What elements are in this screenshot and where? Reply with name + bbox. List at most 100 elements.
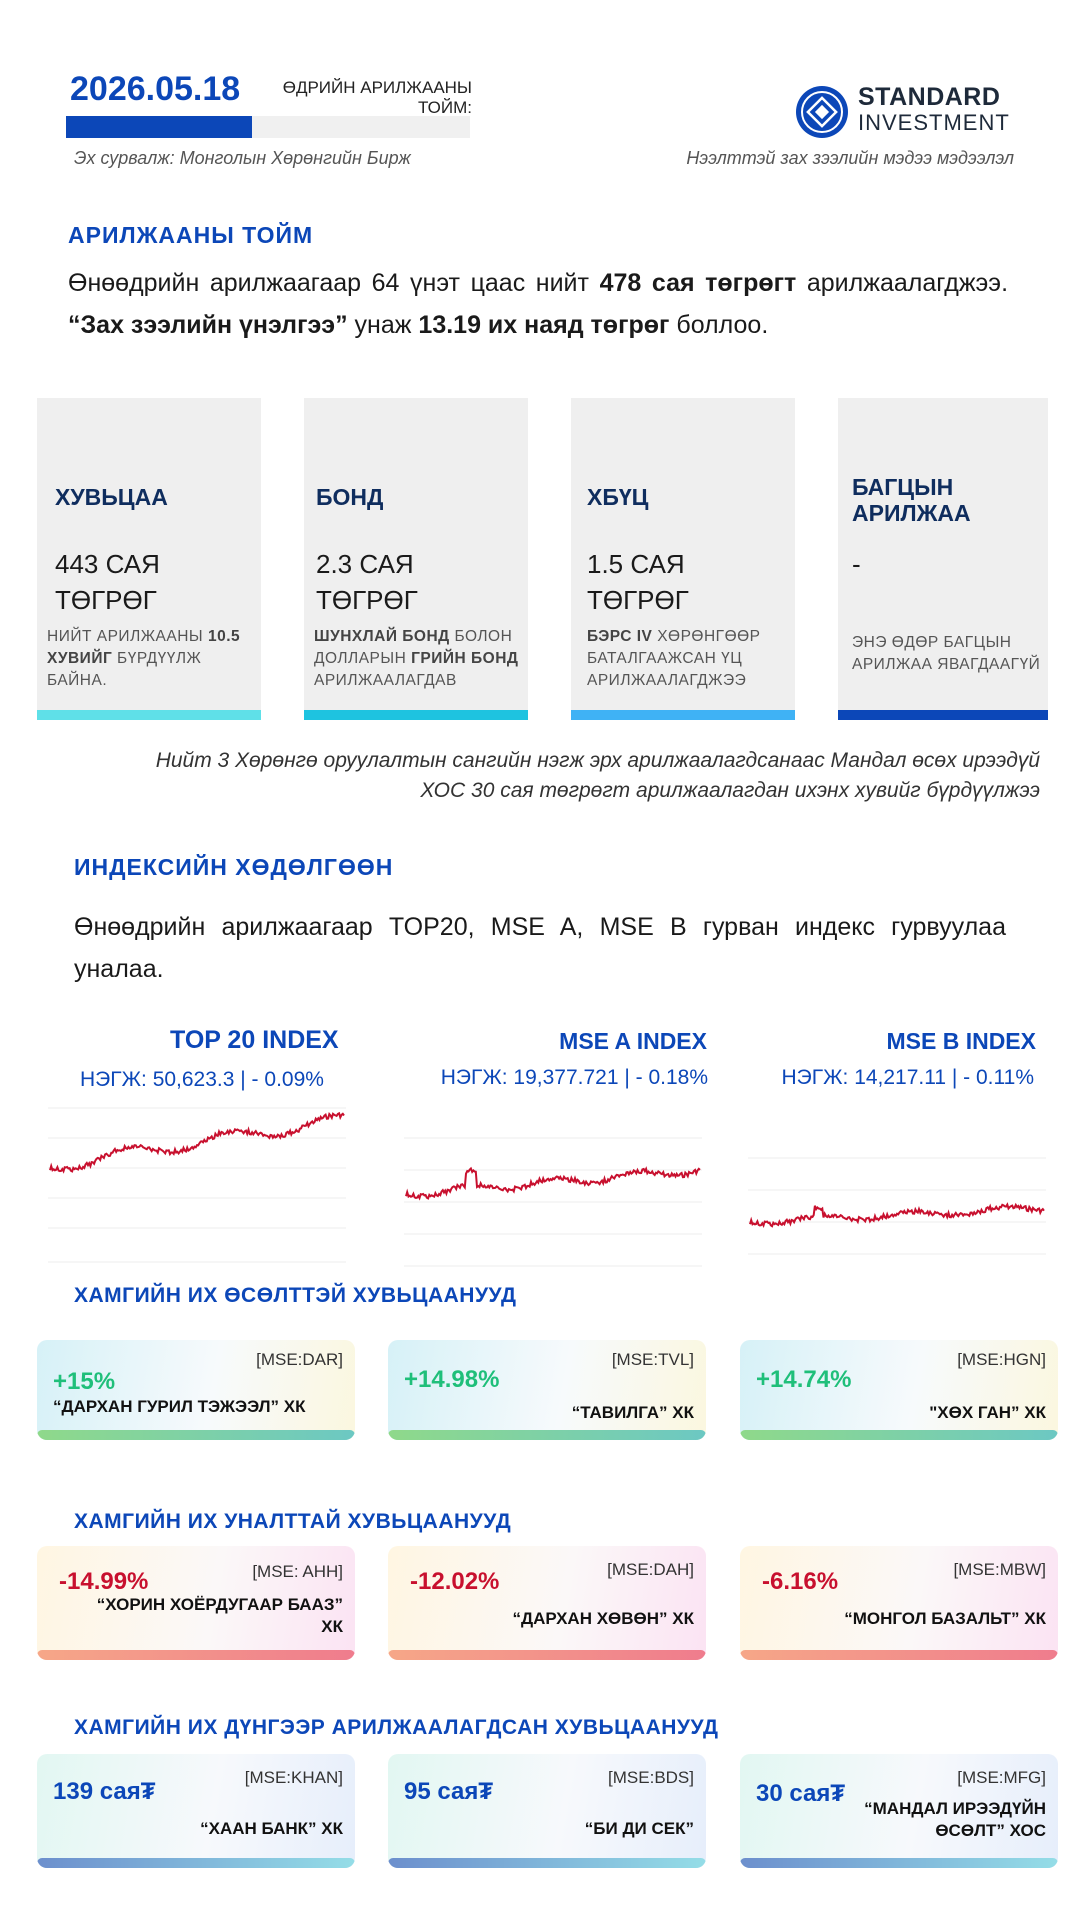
stat-bar — [37, 710, 261, 720]
stat-title: БАГЦЫН АРИЛЖАА — [852, 474, 971, 526]
volume-card: 30 сая₮ [MSE:MFG] “МАНДАЛ ИРЭЭДҮЙН ӨСӨЛТ… — [740, 1754, 1058, 1868]
loser-pct: -6.16% — [762, 1568, 839, 1595]
stat-box-block: БАГЦЫН АРИЛЖАА - ЭНЭ ӨДӨР БАГЦЫН АРИЛЖАА… — [838, 398, 1048, 720]
volume-ticker: [MSE:MFG] — [957, 1768, 1046, 1787]
loser-ticker: [MSE:DAH] — [607, 1560, 694, 1579]
index-line — [405, 1166, 701, 1201]
fund-note: Нийт 3 Хөрөнгө оруулалтын сангийн нэгж э… — [155, 749, 1040, 802]
volume-card: 95 сая₮ [MSE:BDS] “БИ ДИ СЕК” — [388, 1754, 706, 1868]
index-line — [49, 1111, 345, 1174]
losers-heading: ХАМГИЙН ИХ УНАЛТТАЙ ХУВЬЦААНУУД — [74, 1510, 512, 1533]
overview-bold-3: 13.19 их наяд төгрөг — [418, 311, 670, 339]
stat-bar — [304, 710, 528, 720]
brand-line2: INVESTMENT — [858, 110, 1010, 135]
overview-text-4: боллоо. — [669, 311, 769, 339]
stat-value: 1.5 САЯ ТӨГРӨГ — [587, 549, 689, 615]
volume-ticker: [MSE:KHAN] — [244, 1768, 343, 1787]
overview-paragraph: Өнөөдрийн арилжаагаар 64 үнэт цаас нийт … — [68, 262, 1008, 346]
loser-name: “ДАРХАН ХӨВӨН” ХК — [512, 1609, 694, 1628]
volume-name: “ХААН БАНК” ХК — [200, 1819, 343, 1838]
volume-bar — [740, 1858, 1058, 1868]
loser-ticker: [MSE:MBW] — [953, 1560, 1046, 1579]
loser-bar — [388, 1650, 706, 1660]
volume-ticker: [MSE:BDS] — [608, 1768, 694, 1787]
logo-icon — [796, 86, 848, 138]
volume-card: 139 сая₮ [MSE:KHAN] “ХААН БАНК” ХК — [37, 1754, 355, 1868]
gainer-card: +14.98% [MSE:TVL] “ТАВИЛГА” ХК — [388, 1340, 706, 1440]
gainer-ticker: [MSE:DAR] — [256, 1350, 343, 1369]
gainer-bar — [388, 1430, 706, 1440]
gainer-name: “ТАВИЛГА” ХК — [571, 1403, 694, 1422]
header-bar-fill — [66, 116, 252, 138]
gainer-ticker: [MSE:HGN] — [957, 1350, 1046, 1369]
overview-bold-1: 478 сая төгрөгт — [599, 269, 797, 297]
loser-pct: -14.99% — [59, 1568, 149, 1595]
index-value-msea: НЭГЖ: 19,377.721 | - 0.18% — [440, 1066, 708, 1089]
stat-value: 443 САЯ ТӨГРӨГ — [55, 549, 160, 615]
gainer-name: "ХӨХ ГАН” ХК — [929, 1403, 1046, 1422]
overview-text-3: унаж — [347, 311, 419, 339]
index-paragraph: Өнөөдрийн арилжаагаар TOP20, MSE A, MSE … — [74, 913, 1006, 983]
stat-box-stocks: ХУВЬЦАА 443 САЯ ТӨГРӨГ НИЙТ АРИЛЖААНЫ 10… — [37, 398, 261, 720]
loser-name: “ХОРИН ХОЁРДУГААР БААЗ” ХК — [96, 1595, 343, 1636]
stat-note: БЭРС IV ХӨРӨНГӨӨР БАТАЛГААЖСАН ҮЦ АРИЛЖА… — [587, 628, 761, 689]
index-title-msea: MSE A INDEX — [559, 1028, 707, 1054]
index-chart-msea — [404, 1137, 702, 1267]
report-title: ӨДРИЙН АРИЛЖААНЫ ТОЙМ: — [282, 78, 472, 117]
index-value-top20: НЭГЖ: 50,623.3 | - 0.09% — [80, 1068, 324, 1091]
gainer-name: “ДАРХАН ГУРИЛ ТЭЖЭЭЛ” ХК — [53, 1397, 306, 1416]
volume-heading: ХАМГИЙН ИХ ДҮНГЭЭР АРИЛЖААЛАГДСАН ХУВЬЦА… — [74, 1716, 719, 1739]
gainer-pct: +15% — [53, 1368, 116, 1395]
index-line — [749, 1202, 1045, 1229]
gainer-pct: +14.74% — [756, 1366, 852, 1393]
stat-title: ХБҮЦ — [587, 484, 649, 510]
gainer-ticker: [MSE:TVL] — [611, 1350, 694, 1369]
gainer-bar — [37, 1430, 355, 1440]
gainer-bar — [740, 1430, 1058, 1440]
volume-bar — [37, 1858, 355, 1868]
stat-title: БОНД — [316, 484, 384, 510]
brand-line1: STANDARD — [858, 83, 1001, 111]
loser-card: -14.99% [MSE: AHH] “ХОРИН ХОЁРДУГААР БАА… — [37, 1546, 355, 1660]
brand-name: STANDARD INVESTMENT — [858, 84, 1010, 136]
index-title-top20: TOP 20 INDEX — [170, 1026, 339, 1054]
loser-card: -6.16% [MSE:MBW] “МОНГОЛ БАЗАЛЬТ” ХК — [740, 1546, 1058, 1660]
overview-heading: АРИЛЖААНЫ ТОЙМ — [68, 222, 314, 248]
loser-card: -12.02% [MSE:DAH] “ДАРХАН ХӨВӨН” ХК — [388, 1546, 706, 1660]
loser-ticker: [MSE: AHH] — [252, 1562, 343, 1581]
overview-bold-2: “Зах зээлийн үнэлгээ” — [68, 311, 348, 339]
index-title-mseb: MSE B INDEX — [886, 1028, 1036, 1054]
volume-name: “МАНДАЛ ИРЭЭДҮЙН ӨСӨЛТ” ХОС — [864, 1799, 1046, 1840]
gainer-card: +15% [MSE:DAR] “ДАРХАН ГУРИЛ ТЭЖЭЭЛ” ХК — [37, 1340, 355, 1440]
source-text: Эх сурвалж: Монголын Хөрөнгийн Бирж — [74, 148, 411, 168]
volume-name: “БИ ДИ СЕК” — [584, 1819, 694, 1838]
stat-note: НИЙТ АРИЛЖААНЫ 10.5 ХУВИЙГ БҮРДҮҮЛЖ БАЙН… — [47, 628, 241, 689]
stat-bar — [571, 710, 795, 720]
stat-note: ЭНЭ ӨДӨР БАГЦЫН АРИЛЖАА ЯВАГДААГҮЙ — [852, 634, 1041, 673]
index-chart-mseb — [748, 1157, 1046, 1255]
volume-bar — [388, 1858, 706, 1868]
loser-bar — [740, 1650, 1058, 1660]
gainer-pct: +14.98% — [404, 1366, 500, 1393]
gainer-card: +14.74% [MSE:HGN] "ХӨХ ГАН” ХК — [740, 1340, 1058, 1440]
index-heading: ИНДЕКСИЙН ХӨДӨЛГӨӨН — [74, 854, 394, 880]
index-value-mseb: НЭГЖ: 14,217.11 | - 0.11% — [781, 1066, 1035, 1089]
loser-pct: -12.02% — [410, 1568, 500, 1595]
volume-amount: 139 сая₮ — [53, 1778, 156, 1805]
overview-text-2: арилжаалагджээ. — [796, 269, 1009, 297]
stat-value: - — [852, 549, 861, 579]
loser-name: “МОНГОЛ БАЗАЛЬТ” ХК — [844, 1609, 1046, 1628]
stat-box-abs: ХБҮЦ 1.5 САЯ ТӨГРӨГ БЭРС IV ХӨРӨНГӨӨР БА… — [571, 398, 795, 720]
index-chart-top20 — [48, 1107, 346, 1263]
stat-box-bonds: БОНД 2.3 САЯ ТӨГРӨГ ШУНХЛАЙ БОНД БОЛОН Д… — [304, 398, 528, 720]
volume-amount: 30 сая₮ — [756, 1780, 846, 1807]
stat-value: 2.3 САЯ ТӨГРӨГ — [316, 549, 418, 615]
header-bar — [66, 116, 470, 138]
loser-bar — [37, 1650, 355, 1660]
report-date: 2026.05.18 — [70, 70, 241, 108]
overview-text-1: Өнөөдрийн арилжаагаар 64 үнэт цаас нийт — [68, 269, 600, 297]
stat-bar — [838, 710, 1048, 720]
stat-title: ХУВЬЦАА — [55, 484, 168, 510]
gainers-heading: ХАМГИЙН ИХ ӨСӨЛТТЭЙ ХУВЬЦААНУУД — [74, 1284, 517, 1307]
tagline: Нээлттэй зах зээлийн мэдээ мэдээлэл — [686, 148, 1014, 168]
